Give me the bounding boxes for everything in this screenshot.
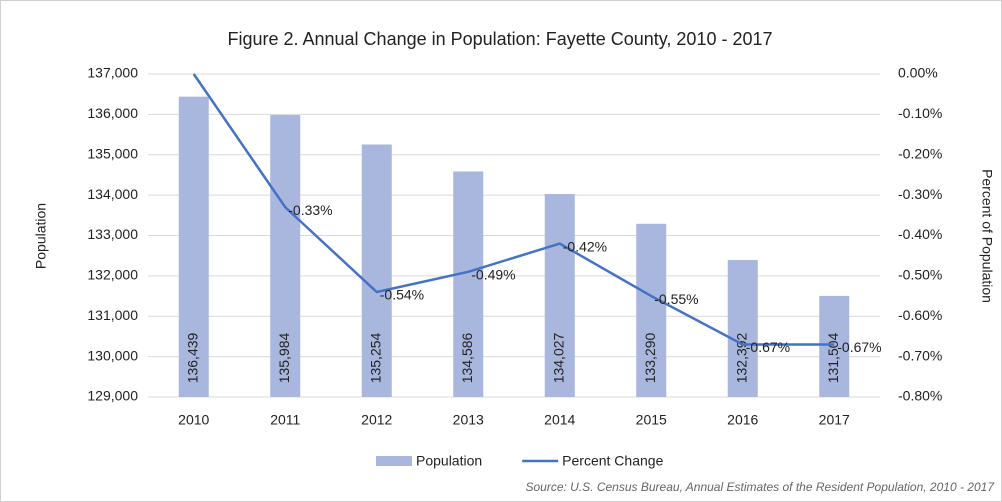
y2-tick-label: 0.00%	[898, 65, 938, 81]
line-value-label: -0.49%	[471, 267, 515, 283]
y-tick-label: 137,000	[87, 65, 138, 81]
y2-tick-label: -0.10%	[898, 105, 942, 121]
y-tick-label: 134,000	[87, 186, 138, 202]
bar	[544, 194, 575, 397]
x-tick-label: 2016	[727, 412, 758, 428]
bar	[636, 223, 667, 397]
x-tick-label: 2013	[453, 412, 484, 428]
bar	[270, 115, 301, 398]
bar-value-label: 135,254	[367, 332, 383, 383]
bar	[453, 171, 484, 397]
line-value-label: -0.67%	[837, 339, 881, 355]
bar	[727, 260, 758, 397]
x-tick-label: 2012	[361, 412, 392, 428]
x-tick-label: 2014	[544, 412, 575, 428]
line-value-label: -0.55%	[654, 291, 698, 307]
x-tick-label: 2015	[636, 412, 667, 428]
line-value-label: -0.67%	[746, 339, 790, 355]
x-tick-label: 2017	[819, 412, 850, 428]
legend-label: Population	[416, 453, 482, 469]
y-tick-label: 130,000	[87, 347, 138, 363]
y-tick-label: 133,000	[87, 226, 138, 242]
legend-swatch	[376, 456, 412, 466]
y2-tick-label: -0.60%	[898, 307, 942, 323]
bar	[178, 96, 209, 397]
line-series	[192, 73, 835, 346]
bar-value-label: 134,586	[459, 332, 475, 383]
y2-tick-label: -0.50%	[898, 267, 942, 283]
y2-tick-label: -0.30%	[898, 186, 942, 202]
bar-value-label: 133,290	[642, 332, 658, 383]
legend-label: Percent Change	[562, 453, 663, 469]
line-value-label: -0.54%	[380, 287, 424, 303]
y-tick-label: 132,000	[87, 267, 138, 283]
y-tick-label: 129,000	[87, 388, 138, 404]
y2-tick-label: -0.70%	[898, 347, 942, 363]
y2-axis-label: Percent of Population	[979, 169, 995, 303]
bar-value-label: 135,984	[276, 332, 292, 383]
y2-tick-label: -0.20%	[898, 145, 942, 161]
x-tick-label: 2011	[270, 412, 300, 428]
y-axis-label: Population	[33, 203, 49, 269]
line-value-label: -0.33%	[288, 202, 332, 218]
bar	[819, 295, 850, 397]
bar-value-label: 134,027	[550, 332, 566, 383]
y-tick-label: 135,000	[87, 145, 138, 161]
y2-tick-label: -0.80%	[898, 388, 942, 404]
chart-title: Figure 2. Annual Change in Population: F…	[227, 29, 772, 49]
bar	[361, 144, 392, 397]
y-tick-label: 136,000	[87, 105, 138, 121]
bar-value-label: 136,439	[184, 332, 200, 383]
x-tick-label: 2010	[178, 412, 209, 428]
y-tick-label: 131,000	[87, 307, 138, 323]
y2-tick-label: -0.40%	[898, 226, 942, 242]
source-note: Source: U.S. Census Bureau, Annual Estim…	[525, 480, 995, 494]
line-value-label: -0.42%	[563, 238, 607, 254]
